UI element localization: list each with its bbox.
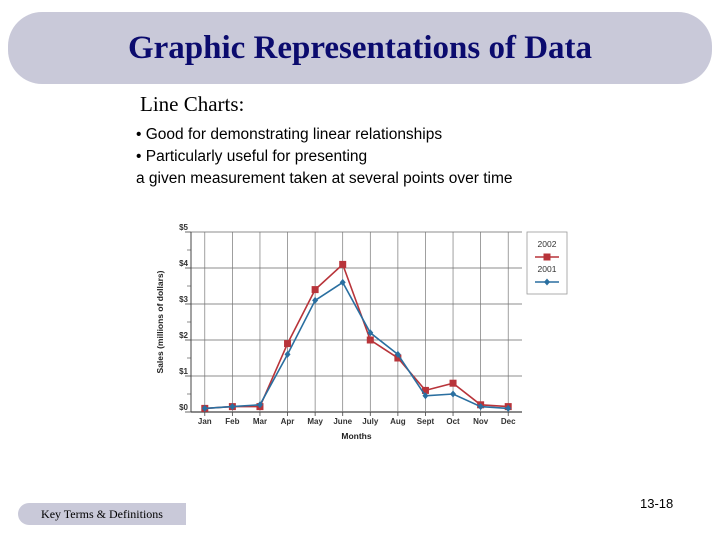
y-tick-label: $5 [179, 223, 188, 232]
y-axis-title: Sales (millions of dollars) [155, 270, 165, 373]
data-point-2002 [311, 286, 319, 294]
legend-marker [543, 253, 551, 261]
chart-axes: $0 $1 $2 $3 $4 $5 Jan Feb Mar Apr May June July Aug Se… [179, 223, 516, 426]
y-tick-label: $1 [179, 367, 188, 376]
slide-subtitle: Line Charts: [140, 92, 245, 116]
footer-label: Key Terms & Definitions [41, 506, 163, 521]
data-point-2001 [284, 350, 291, 358]
data-point-2001 [367, 329, 374, 337]
line-chart: $0 $1 $2 $3 $4 $5 Jan Feb Mar Apr May June July Aug Se… [155, 223, 568, 441]
data-point-2001 [312, 296, 319, 304]
data-point-2002 [449, 379, 457, 387]
title-banner: Graphic Representations of Data [8, 12, 712, 84]
x-tick-label: June [333, 417, 352, 426]
series-line-2002 [204, 263, 509, 410]
x-tick-label: Feb [225, 417, 239, 426]
data-point-2002 [339, 260, 347, 268]
x-tick-label: Mar [253, 417, 267, 426]
x-tick-label: July [362, 417, 379, 426]
data-point-2001 [422, 392, 429, 400]
data-point-2001 [201, 404, 208, 412]
data-point-2002 [284, 340, 292, 348]
legend-label: 2001 [538, 264, 557, 274]
x-tick-label: May [307, 417, 323, 426]
data-point-2001 [394, 350, 401, 358]
bullet-item: • Particularly useful for presenting [136, 148, 368, 165]
data-point-2001 [256, 401, 263, 409]
chart-legend: 2002 2001 [526, 231, 568, 295]
series-line-2001 [204, 281, 509, 410]
bullet-list: • Good for demonstrating linear relation… [136, 124, 513, 190]
data-point-2002 [394, 354, 402, 362]
legend-label: 2002 [538, 239, 557, 249]
y-tick-label: $2 [179, 331, 188, 340]
x-tick-label: Aug [390, 417, 406, 426]
footer-tab: Key Terms & Definitions [18, 503, 186, 525]
data-point-2001 [339, 278, 346, 286]
data-point-2002 [366, 336, 374, 344]
legend-marker [544, 278, 550, 286]
x-tick-label: Sept [417, 417, 435, 426]
data-point-2002 [421, 386, 429, 394]
chart-grid [191, 231, 522, 413]
x-tick-label: Apr [281, 417, 295, 426]
page-number: 13-18 [640, 496, 674, 511]
bullet-item: a given measurement taken at several poi… [136, 170, 513, 187]
x-tick-label: Nov [473, 417, 489, 426]
x-tick-label: Oct [446, 417, 460, 426]
data-point-2001 [477, 403, 484, 411]
slide-title: Graphic Representations of Data [127, 29, 593, 66]
x-tick-label: Jan [198, 417, 212, 426]
y-tick-label: $3 [179, 295, 188, 304]
bullet-item: • Good for demonstrating linear relation… [136, 126, 443, 143]
data-point-2001 [450, 390, 457, 398]
data-point-2001 [229, 403, 236, 411]
y-tick-label: $4 [179, 259, 188, 268]
y-tick-label: $0 [179, 403, 188, 412]
data-point-2001 [505, 404, 512, 412]
x-tick-label: Dec [501, 417, 516, 426]
chart-series [201, 260, 512, 412]
x-axis-title: Months [341, 431, 371, 441]
